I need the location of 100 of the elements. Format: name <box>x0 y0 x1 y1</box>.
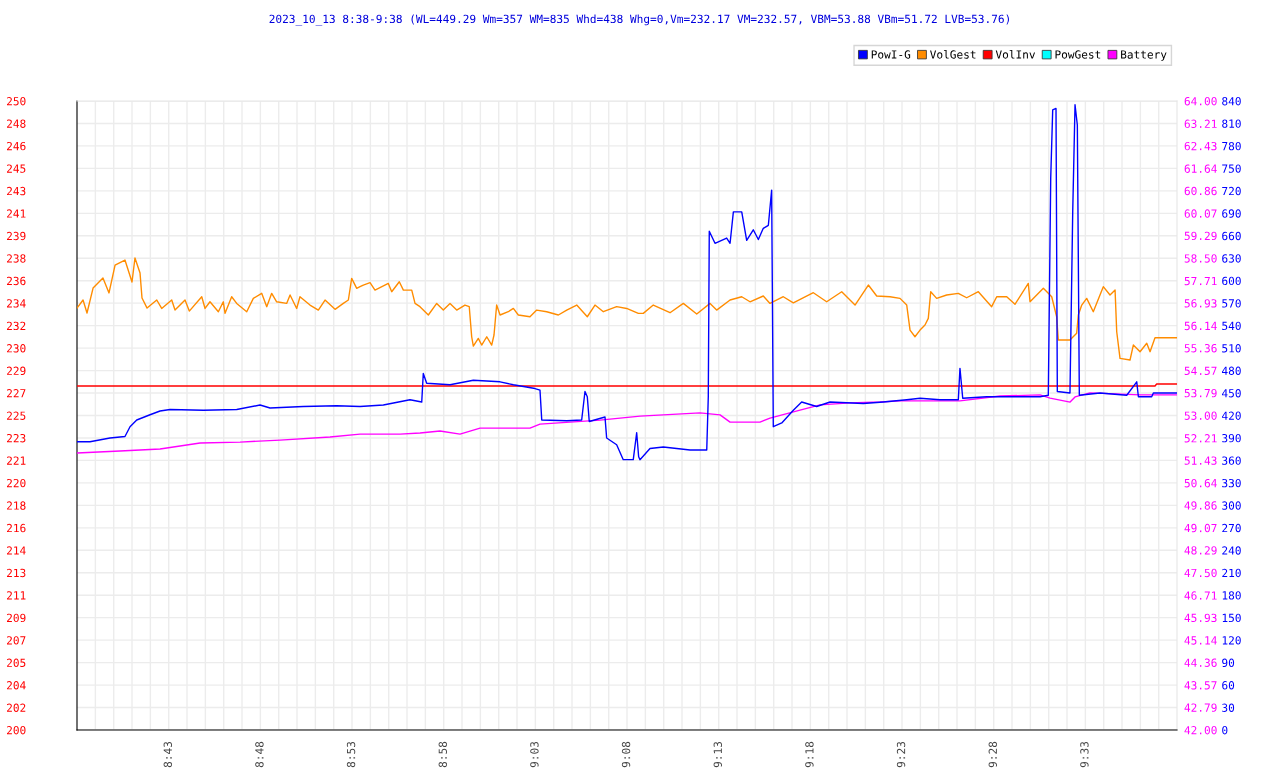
y2-tick-label: 48.29 <box>1184 546 1217 555</box>
y2-tick-label: 44.36 <box>1184 658 1217 667</box>
y3-tick-label: 810 <box>1222 119 1241 128</box>
x-tick-label: 9:28 <box>988 741 997 768</box>
x-tick-label: 9:33 <box>1080 741 1089 768</box>
y3-tick-label: 450 <box>1222 389 1241 398</box>
y3-tick-label: 270 <box>1222 523 1241 533</box>
y3-tick-label: 420 <box>1222 411 1241 420</box>
x-tick-label: 9:03 <box>530 741 539 768</box>
y3-tick-label: 300 <box>1222 501 1241 510</box>
y3-tick-label: 690 <box>1222 209 1241 218</box>
y-tick-label: 243 <box>6 186 26 196</box>
y2-tick-label: 42.79 <box>1184 703 1217 712</box>
y2-tick-label: 45.93 <box>1184 613 1217 623</box>
y2-tick-label: 57.71 <box>1184 276 1217 286</box>
y2-tick-label: 49.07 <box>1184 523 1217 533</box>
y-tick-label: 241 <box>6 209 26 218</box>
y-tick-label: 229 <box>6 366 26 375</box>
y-tick-label: 209 <box>6 613 26 623</box>
y-tick-label: 211 <box>6 591 26 600</box>
chart-title: 2023_10_13 8:38-9:38 (WL=449.29 Wm=357 WM=835 Whd=438 Whg=0,Vm=232.17 VM=232.57, VBM=53.88 VBm=51.72 LVB=53.76) <box>269 14 1009 26</box>
y-tick-label: 220 <box>6 478 26 488</box>
y3-tick-label: 480 <box>1222 366 1241 375</box>
legend-label: PowI-G <box>871 50 911 59</box>
y3-tick-label: 30 <box>1222 703 1235 712</box>
y-tick-label: 221 <box>6 456 26 465</box>
y2-tick-label: 60.86 <box>1184 186 1217 196</box>
y2-tick-label: 55.36 <box>1184 344 1217 353</box>
y-tick-label: 225 <box>6 411 26 420</box>
x-tick-label: 9:08 <box>621 741 631 768</box>
y-tick-label: 239 <box>6 231 26 241</box>
y3-tick-label: 240 <box>1222 546 1241 555</box>
legend-label: VolInv <box>995 50 1036 59</box>
y-tick-label: 204 <box>6 681 26 690</box>
y-tick-label: 223 <box>6 433 26 443</box>
y-tick-label: 214 <box>6 546 26 555</box>
x-tick-label: 8:43 <box>163 741 172 768</box>
y-tick-label: 207 <box>6 636 26 645</box>
y-tick-label: 218 <box>6 501 26 510</box>
y2-tick-label: 61.64 <box>1184 164 1217 173</box>
y-tick-label: 234 <box>6 299 26 308</box>
y2-tick-label: 47.50 <box>1184 568 1217 578</box>
y2-tick-label: 52.21 <box>1184 434 1217 443</box>
legend-label: PowGest <box>1055 50 1101 59</box>
y-tick-label: 246 <box>6 141 26 151</box>
y3-tick-label: 840 <box>1222 97 1241 106</box>
y3-tick-label: 120 <box>1222 636 1241 645</box>
y3-tick-label: 540 <box>1222 321 1241 331</box>
line-series <box>77 104 1177 461</box>
y3-tick-label: 360 <box>1222 456 1241 465</box>
y3-tick-label: 660 <box>1222 231 1241 241</box>
y-tick-label: 230 <box>6 344 26 353</box>
y2-tick-label: 60.07 <box>1184 209 1217 218</box>
y3-tick-label: 210 <box>1222 568 1241 578</box>
y2-tick-label: 64.00 <box>1184 97 1217 106</box>
y2-tick-label: 56.14 <box>1184 321 1217 331</box>
y3-tick-label: 180 <box>1222 591 1241 600</box>
y2-tick-label: 54.57 <box>1184 366 1217 376</box>
y3-tick-label: 390 <box>1222 433 1241 443</box>
y2-tick-label: 50.64 <box>1184 478 1217 488</box>
y-tick-label: 238 <box>6 254 26 263</box>
y3-tick-label: 750 <box>1222 164 1241 173</box>
y2-tick-label: 49.86 <box>1184 501 1217 510</box>
y2-tick-label: 42.00 <box>1184 726 1217 735</box>
line-series <box>77 392 1177 454</box>
y-tick-label: 227 <box>6 389 26 398</box>
y-tick-label: 236 <box>6 276 26 286</box>
x-tick-label: 9:13 <box>713 741 722 768</box>
x-tick-label: 8:58 <box>438 741 447 768</box>
y2-tick-label: 59.29 <box>1184 231 1217 241</box>
y-tick-label: 205 <box>6 658 26 668</box>
y2-tick-label: 43.57 <box>1184 681 1217 690</box>
y2-tick-label: 53.79 <box>1184 388 1217 398</box>
x-tick-label: 9:18 <box>805 741 814 768</box>
line-series <box>77 257 1177 361</box>
y-tick-label: 245 <box>6 164 26 173</box>
y2-tick-label: 45.14 <box>1184 636 1217 645</box>
y2-tick-label: 53.00 <box>1184 411 1217 420</box>
y-tick-label: 232 <box>6 321 26 331</box>
y3-tick-label: 630 <box>1222 254 1241 263</box>
y3-tick-label: 0 <box>1222 726 1228 735</box>
x-tick-label: 8:53 <box>346 741 356 768</box>
y3-tick-label: 510 <box>1222 344 1241 353</box>
y-tick-label: 200 <box>6 726 26 735</box>
y2-tick-label: 56.93 <box>1184 299 1217 308</box>
y2-tick-label: 58.50 <box>1184 254 1217 263</box>
y2-tick-label: 63.21 <box>1184 119 1217 128</box>
y-tick-label: 250 <box>6 97 26 106</box>
x-tick-label: 9:23 <box>896 741 906 768</box>
legend-label: VolGest <box>930 50 976 59</box>
legend-label: Battery <box>1121 50 1167 61</box>
y3-tick-label: 720 <box>1222 186 1241 196</box>
y3-tick-label: 570 <box>1222 299 1241 308</box>
y-tick-label: 248 <box>6 119 26 128</box>
y2-tick-label: 46.71 <box>1184 591 1217 600</box>
y-tick-label: 202 <box>6 703 26 712</box>
y2-tick-label: 62.43 <box>1184 141 1217 151</box>
y3-tick-label: 90 <box>1222 658 1235 668</box>
y-tick-label: 216 <box>6 523 26 533</box>
y3-tick-label: 60 <box>1222 681 1235 690</box>
